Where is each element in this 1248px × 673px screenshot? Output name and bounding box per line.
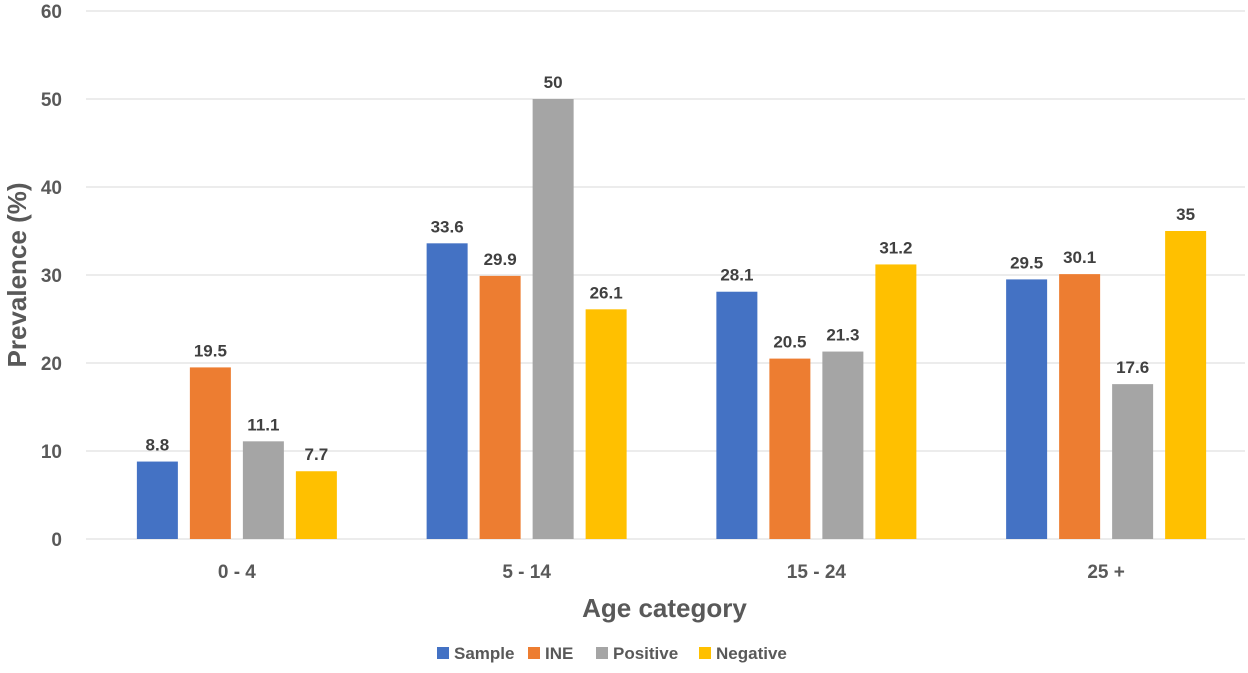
data-label: 31.2: [879, 238, 912, 257]
y-tick-label: 10: [41, 442, 62, 463]
data-label: 33.6: [431, 217, 464, 236]
x-axis-title: Age category: [582, 593, 747, 623]
y-axis-title: Prevalence (%): [2, 183, 32, 368]
legend-item-positive: Positive: [596, 644, 678, 663]
bar-negative-2: [585, 309, 627, 539]
bar-sample-1: [136, 461, 178, 539]
data-label: 50: [544, 73, 563, 92]
bar-negative-3: [875, 264, 917, 539]
bar-ine-4: [1059, 274, 1101, 539]
legend-label: INE: [545, 644, 573, 663]
y-tick-label: 40: [41, 178, 62, 199]
bar-negative-1: [295, 471, 337, 539]
data-label: 21.3: [826, 326, 859, 345]
legend-swatch: [699, 647, 711, 659]
x-tick-label: 25 +: [1087, 562, 1125, 583]
legend-item-negative: Negative: [699, 644, 787, 663]
legend-label: Positive: [613, 644, 678, 663]
data-label: 29.5: [1010, 253, 1043, 272]
x-tick-label: 0 - 4: [218, 562, 256, 583]
x-tick-label: 15 - 24: [787, 562, 847, 583]
data-label: 17.6: [1116, 358, 1149, 377]
y-axis-ticks: 0 10 20 30 40 50 60: [41, 2, 62, 551]
bar-ine-2: [479, 275, 521, 539]
data-labels: 8.8 19.5 11.1 7.7 33.6 29.9 50 26.1 28.1 20.5 21.3…: [146, 73, 1196, 464]
legend-swatch: [437, 647, 449, 659]
data-label: 19.5: [194, 341, 227, 360]
legend-label: Negative: [716, 644, 787, 663]
legend: Sample INE Positive Negative: [437, 644, 787, 663]
x-axis-ticks: 0 - 4 5 - 14 15 - 24 25 +: [218, 562, 1125, 583]
bar-positive-1: [242, 441, 284, 539]
data-label: 26.1: [590, 283, 623, 302]
data-label: 7.7: [305, 445, 329, 464]
bar-positive-2: [532, 99, 574, 539]
y-tick-label: 50: [41, 90, 62, 111]
y-tick-label: 0: [51, 530, 62, 551]
legend-swatch: [596, 647, 608, 659]
bar-positive-3: [822, 351, 864, 539]
data-label: 28.1: [720, 266, 753, 285]
x-tick-label: 5 - 14: [502, 562, 551, 583]
legend-label: Sample: [454, 644, 514, 663]
data-label: 20.5: [773, 333, 806, 352]
y-tick-label: 20: [41, 354, 62, 375]
bar-positive-4: [1112, 384, 1154, 539]
data-label: 35: [1176, 205, 1195, 224]
data-label: 11.1: [247, 415, 279, 434]
bars: [136, 99, 1207, 539]
bar-negative-4: [1165, 231, 1207, 539]
bar-ine-1: [189, 367, 231, 539]
y-tick-label: 60: [41, 2, 62, 23]
bar-sample-3: [716, 291, 758, 539]
y-tick-label: 30: [41, 266, 62, 287]
legend-swatch: [528, 647, 540, 659]
bar-sample-4: [1006, 279, 1048, 539]
bar-ine-3: [769, 358, 811, 539]
data-label: 30.1: [1063, 248, 1096, 267]
data-label: 8.8: [146, 436, 170, 455]
legend-item-ine: INE: [528, 644, 573, 663]
data-label: 29.9: [484, 250, 517, 269]
bar-sample-2: [426, 243, 468, 539]
legend-item-sample: Sample: [437, 644, 514, 663]
